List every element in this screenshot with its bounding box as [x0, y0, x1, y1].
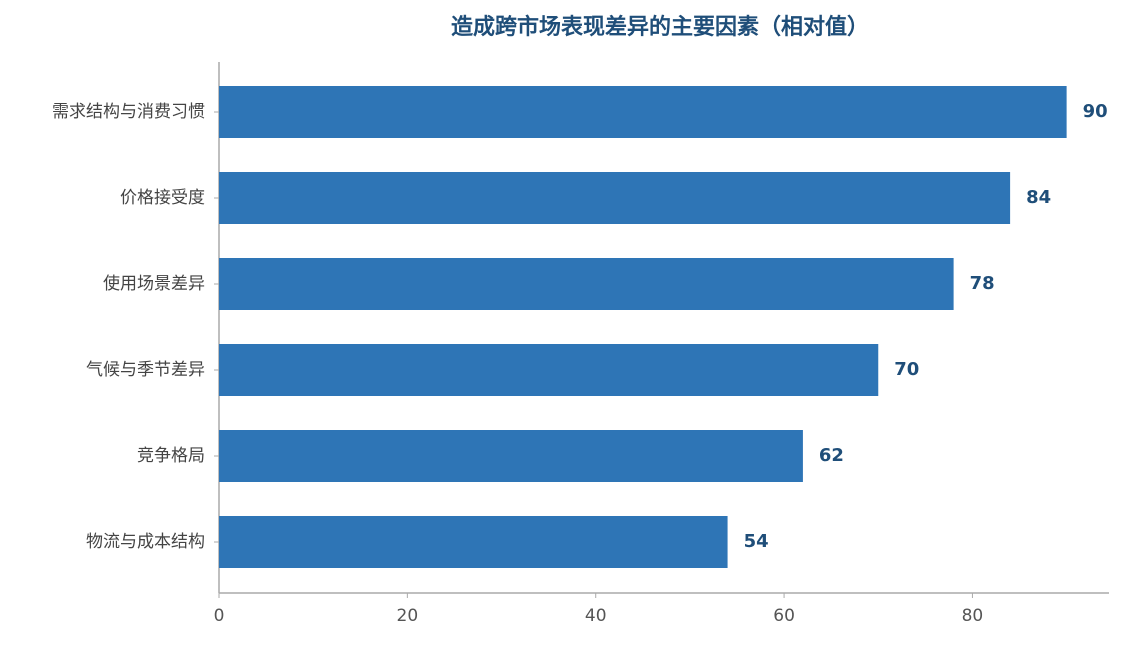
x-tick-label: 60 [773, 606, 795, 626]
y-tick-label: 竞争格局 [137, 446, 205, 466]
bar [219, 86, 1067, 138]
bar [219, 516, 728, 568]
y-tick-label: 使用场景差异 [103, 273, 205, 294]
value-label: 90 [1083, 101, 1108, 122]
bar [219, 344, 879, 396]
y-tick-label: 需求结构与消费习惯 [52, 102, 205, 122]
x-tick-label: 40 [585, 606, 607, 626]
value-label: 54 [744, 531, 769, 552]
x-tick-label: 20 [397, 606, 419, 626]
bar [219, 172, 1011, 224]
x-tick-label: 0 [214, 606, 225, 626]
value-label: 78 [970, 273, 995, 294]
value-label: 62 [819, 445, 844, 466]
bar [219, 430, 803, 482]
value-label: 70 [894, 359, 919, 380]
y-tick-label: 气候与季节差异 [86, 360, 205, 380]
y-tick-label: 物流与成本结构 [86, 532, 205, 552]
bar [219, 258, 954, 310]
y-tick-label: 价格接受度 [120, 188, 205, 208]
x-tick-label: 80 [962, 606, 984, 626]
chart-title: 造成跨市场表现差异的主要因素（相对值） [451, 14, 869, 40]
value-label: 84 [1026, 187, 1051, 208]
